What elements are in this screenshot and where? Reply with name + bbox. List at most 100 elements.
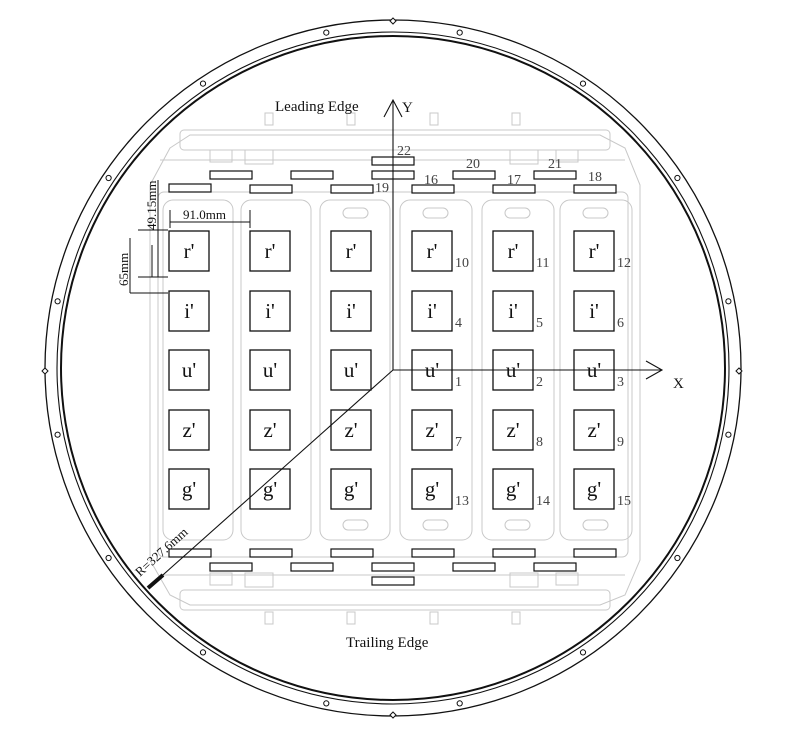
ccd-number: 4 [455, 316, 462, 331]
flange-bolt-holes [54, 29, 732, 707]
filter-label: z' [344, 418, 357, 442]
flange-bolt-hole [456, 700, 463, 707]
ccd-number: 12 [617, 256, 631, 271]
flange-bolt-hole [323, 29, 330, 36]
coordinate-axes [383, 98, 664, 380]
filter-label: g' [344, 477, 358, 501]
ccd-cell [492, 468, 534, 510]
ccd-cell [330, 349, 372, 391]
flange-bolt-hole [199, 649, 207, 656]
ccd-cell [411, 290, 453, 332]
ccd-cell [573, 468, 615, 510]
filter-label: i' [184, 299, 194, 323]
filter-label: z' [182, 418, 195, 442]
ccd-number: 13 [455, 494, 469, 509]
flange-bolt-hole [54, 298, 61, 305]
filter-label: z' [506, 418, 519, 442]
flange-bolt-hole [199, 80, 207, 87]
flange-bolt-hole [674, 554, 681, 562]
filter-label: i' [427, 299, 437, 323]
flange-bolt-hole [725, 431, 732, 438]
flange-bolt-hole [725, 298, 732, 305]
guide-number-21: 21 [548, 157, 562, 172]
flange-diamond-markers [41, 17, 743, 719]
ccd-number: 5 [536, 316, 543, 331]
ccd-number: 1 [455, 375, 462, 390]
ccd-number: 9 [617, 435, 624, 450]
guide-number-19: 19 [375, 181, 389, 196]
flange-bolt-hole [674, 174, 681, 182]
flange-bolt-hole [323, 700, 330, 707]
guide-number-20: 20 [466, 157, 480, 172]
ccd-cell [492, 409, 534, 451]
axis-x-label: X [673, 376, 684, 392]
height-dimension-label: 65mm [116, 253, 131, 286]
ccd-cell [168, 409, 210, 451]
filter-label: u' [344, 358, 358, 382]
radius-indicator [146, 369, 394, 590]
guide-sensors-bottom [168, 548, 617, 586]
ccd-number: 14 [536, 494, 550, 509]
filter-label: g' [587, 477, 601, 501]
ccd-cell [168, 468, 210, 510]
trailing-edge-label: Trailing Edge [346, 635, 429, 651]
ccd-cell [573, 230, 615, 272]
ccd-number: 2 [536, 375, 543, 390]
ccd-cell [492, 230, 534, 272]
filter-label: g' [425, 477, 439, 501]
filter-label: g' [263, 477, 277, 501]
ccd-cell [330, 468, 372, 510]
ccd-cell [168, 290, 210, 332]
filter-label: r' [346, 239, 357, 263]
ccd-cell [492, 290, 534, 332]
mechanical-frame [149, 112, 641, 625]
ccd-cell [411, 230, 453, 272]
filter-label: r' [265, 239, 276, 263]
filter-label: i' [265, 299, 275, 323]
flange-bolt-hole [579, 649, 587, 656]
ccd-cell [330, 230, 372, 272]
ccd-cell [411, 468, 453, 510]
filter-label: g' [506, 477, 520, 501]
guide-number-22: 22 [397, 144, 411, 159]
guide-number-18: 18 [588, 170, 602, 185]
filter-label: z' [587, 418, 600, 442]
flange-bolt-hole [105, 174, 112, 182]
ccd-array: r' r' r' r'10r'11r'12i' i' i' i'4i'5i'6u' u' u' u… [168, 230, 631, 510]
filter-label: u' [263, 358, 277, 382]
width-dimension-label: 91.0mm [183, 207, 226, 222]
ccd-number: 10 [455, 256, 469, 271]
flange-bolt-hole [105, 554, 112, 562]
filter-label: r' [427, 239, 438, 263]
ccd-cell [411, 409, 453, 451]
gap-dimension-label: 49.15mm [144, 181, 159, 230]
ccd-cell [249, 290, 291, 332]
ccd-cell [573, 290, 615, 332]
ccd-number: 3 [617, 375, 624, 390]
ccd-number: 7 [455, 435, 462, 450]
filter-label: i' [346, 299, 356, 323]
ccd-cell [249, 230, 291, 272]
filter-label: r' [589, 239, 600, 263]
ccd-cell [330, 290, 372, 332]
filter-label: r' [508, 239, 519, 263]
ccd-cell [249, 409, 291, 451]
filter-label: i' [508, 299, 518, 323]
filter-label: i' [589, 299, 599, 323]
flange-bolt-hole [54, 431, 61, 438]
guide-number-labels: 16 17 18 19 20 21 22 [375, 144, 602, 196]
ccd-cell [168, 230, 210, 272]
ccd-cell [249, 349, 291, 391]
filter-label: g' [182, 477, 196, 501]
guide-number-16: 16 [424, 173, 438, 188]
ccd-cell [330, 409, 372, 451]
ccd-cell [249, 468, 291, 510]
ccd-number: 8 [536, 435, 543, 450]
ccd-number: 15 [617, 494, 631, 509]
ccd-number: 6 [617, 316, 624, 331]
leading-edge-label: Leading Edge [275, 99, 359, 115]
filter-label: z' [263, 418, 276, 442]
ccd-cell [573, 409, 615, 451]
dimension-lines [129, 180, 251, 294]
